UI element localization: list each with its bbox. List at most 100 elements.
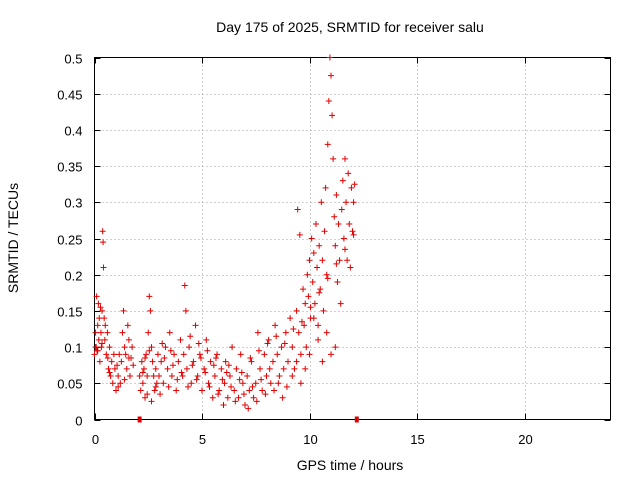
y-tick-label: 0.05 [57,377,82,392]
data-point [300,286,307,293]
data-point [91,351,98,358]
data-point [126,373,133,380]
data-point [252,380,259,387]
data-point [258,376,265,383]
data-point [203,336,210,343]
data-point [285,358,291,365]
data-point [101,315,108,322]
data-point [247,354,254,361]
y-tick-label: 0.1 [64,341,82,356]
data-point [325,97,332,104]
data-point [245,405,252,412]
data-point [115,373,122,380]
data-point [306,351,313,358]
chart-title: Day 175 of 2025, SRMTID for receiver sal… [216,19,484,35]
data-point [297,351,304,358]
data-point [302,300,309,307]
data-point [246,387,253,394]
data-point [348,184,355,191]
data-point [343,199,350,206]
data-point [257,365,264,372]
data-point [250,394,257,401]
data-point [104,329,111,336]
data-point [103,351,110,358]
data-point [320,307,327,314]
data-point [146,347,153,354]
data-point [139,369,146,376]
data-point [114,362,121,369]
data-point [209,394,216,401]
data-point [137,387,144,394]
data-point [173,387,180,394]
data-point [350,231,357,238]
y-tick-label: 0.3 [64,196,82,211]
data-point [351,181,358,188]
y-tick-label: 0.15 [57,305,82,320]
axis-ticks [94,57,611,421]
data-point [304,271,311,278]
data-point [167,347,174,354]
data-point [118,358,125,365]
data-point [236,376,243,383]
data-point [310,249,317,256]
data-point [308,235,315,242]
data-point [212,354,219,361]
data-point [204,347,211,354]
data-point [229,344,236,351]
y-tick-label: 0.5 [64,52,82,67]
data-point [334,278,341,285]
data-point [294,206,301,213]
data-point [130,362,137,369]
data-point [136,373,143,380]
data-point [341,246,348,253]
data-point [215,391,222,398]
data-point [178,369,185,376]
data-point [169,362,176,369]
y-tick-labels: 0 0.05 0.1 0.15 0.2 0.25 0.3 0.35 0.4 0.45 0.5 [57,52,82,429]
data-point [276,373,283,380]
data-point [183,365,190,372]
data-point [233,365,240,372]
data-point [105,365,112,372]
data-point [222,358,229,365]
data-point [237,351,244,358]
data-point [177,336,184,343]
data-point [185,383,192,390]
data-point [312,221,319,228]
data-point [144,373,151,380]
data-point [253,398,260,405]
data-point [254,329,261,336]
data-point [214,351,221,358]
data-point [113,387,119,394]
data-point [142,394,149,401]
y-tick-label: 0 [75,414,82,429]
data-point [111,365,118,372]
data-point [316,289,323,296]
data-point [350,199,357,206]
data-point [248,358,255,365]
data-point [109,380,116,387]
data-point [218,365,225,372]
data-point [263,373,270,380]
data-point [193,376,200,383]
data-point [278,344,285,351]
data-point [107,373,114,380]
data-point [93,293,100,300]
data-point [332,242,339,249]
data-point [336,257,343,264]
data-point [316,242,323,249]
data-point [239,380,246,387]
data-point [165,383,172,390]
data-point [201,365,208,372]
data-point [97,304,104,311]
y-tick-label: 0.45 [57,88,82,103]
data-point [274,351,281,358]
data-point [289,344,296,351]
data-point [125,336,132,343]
data-point [333,192,340,199]
data-point [314,264,321,271]
data-point [100,239,107,246]
data-point [149,358,156,365]
data-point [261,351,268,358]
data-point [125,354,132,361]
